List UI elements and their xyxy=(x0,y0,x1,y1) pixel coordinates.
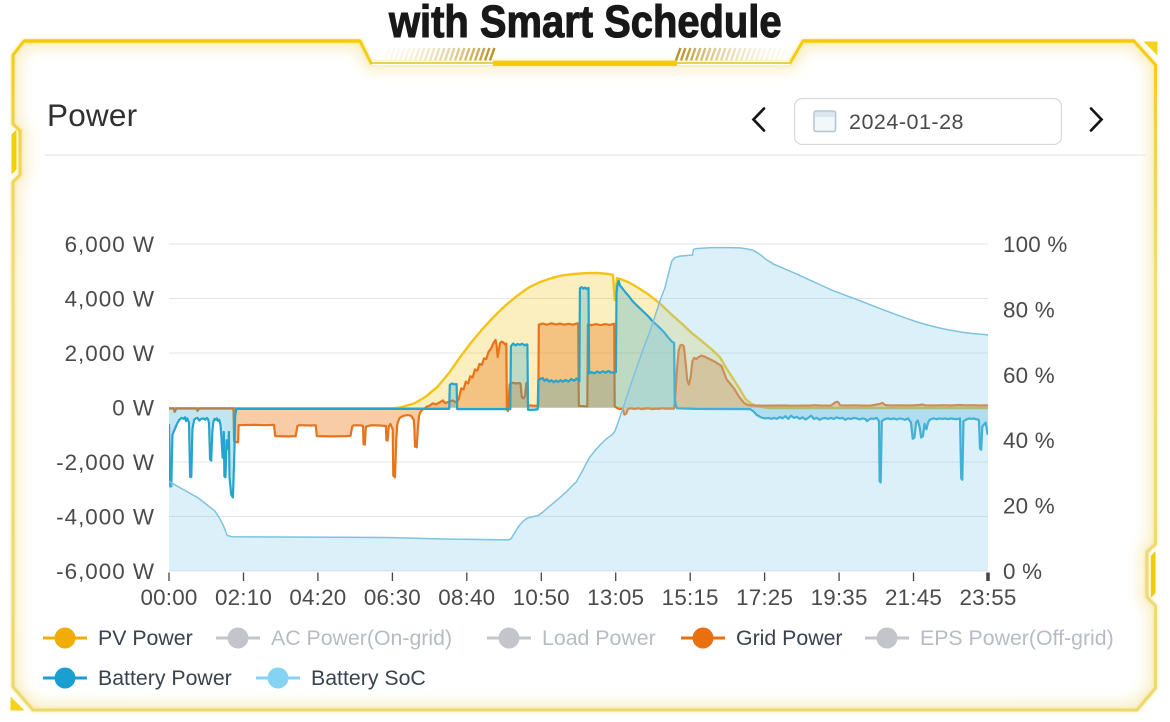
svg-text:2,000 W: 2,000 W xyxy=(65,341,155,366)
svg-text:60 %: 60 % xyxy=(1003,363,1055,388)
svg-text:0 %: 0 % xyxy=(1003,559,1042,584)
svg-text:04:20: 04:20 xyxy=(289,585,346,610)
svg-text:02:10: 02:10 xyxy=(215,585,272,610)
svg-text:2024-01-28: 2024-01-28 xyxy=(849,110,964,134)
svg-text:0 W: 0 W xyxy=(112,396,155,421)
svg-text:00:00: 00:00 xyxy=(140,585,197,610)
svg-text:4,000 W: 4,000 W xyxy=(65,287,155,312)
svg-text:23:55: 23:55 xyxy=(959,585,1016,610)
svg-text:13:05: 13:05 xyxy=(587,585,644,610)
svg-text:15:15: 15:15 xyxy=(662,585,719,610)
svg-text:10:50: 10:50 xyxy=(513,585,570,610)
svg-text:100 %: 100 % xyxy=(1003,232,1068,257)
svg-text:06:30: 06:30 xyxy=(364,585,421,610)
svg-text:08:40: 08:40 xyxy=(438,585,495,610)
svg-text:21:45: 21:45 xyxy=(885,585,942,610)
svg-text:-4,000 W: -4,000 W xyxy=(56,505,155,530)
svg-text:80 %: 80 % xyxy=(1003,297,1055,322)
svg-text:19:35: 19:35 xyxy=(811,585,868,610)
svg-text:6,000 W: 6,000 W xyxy=(65,232,155,257)
svg-text:40 %: 40 % xyxy=(1003,428,1055,453)
svg-text:-2,000 W: -2,000 W xyxy=(56,450,155,475)
svg-text:20 %: 20 % xyxy=(1003,494,1055,519)
svg-text:17:25: 17:25 xyxy=(736,585,793,610)
svg-text:-6,000 W: -6,000 W xyxy=(56,559,155,584)
